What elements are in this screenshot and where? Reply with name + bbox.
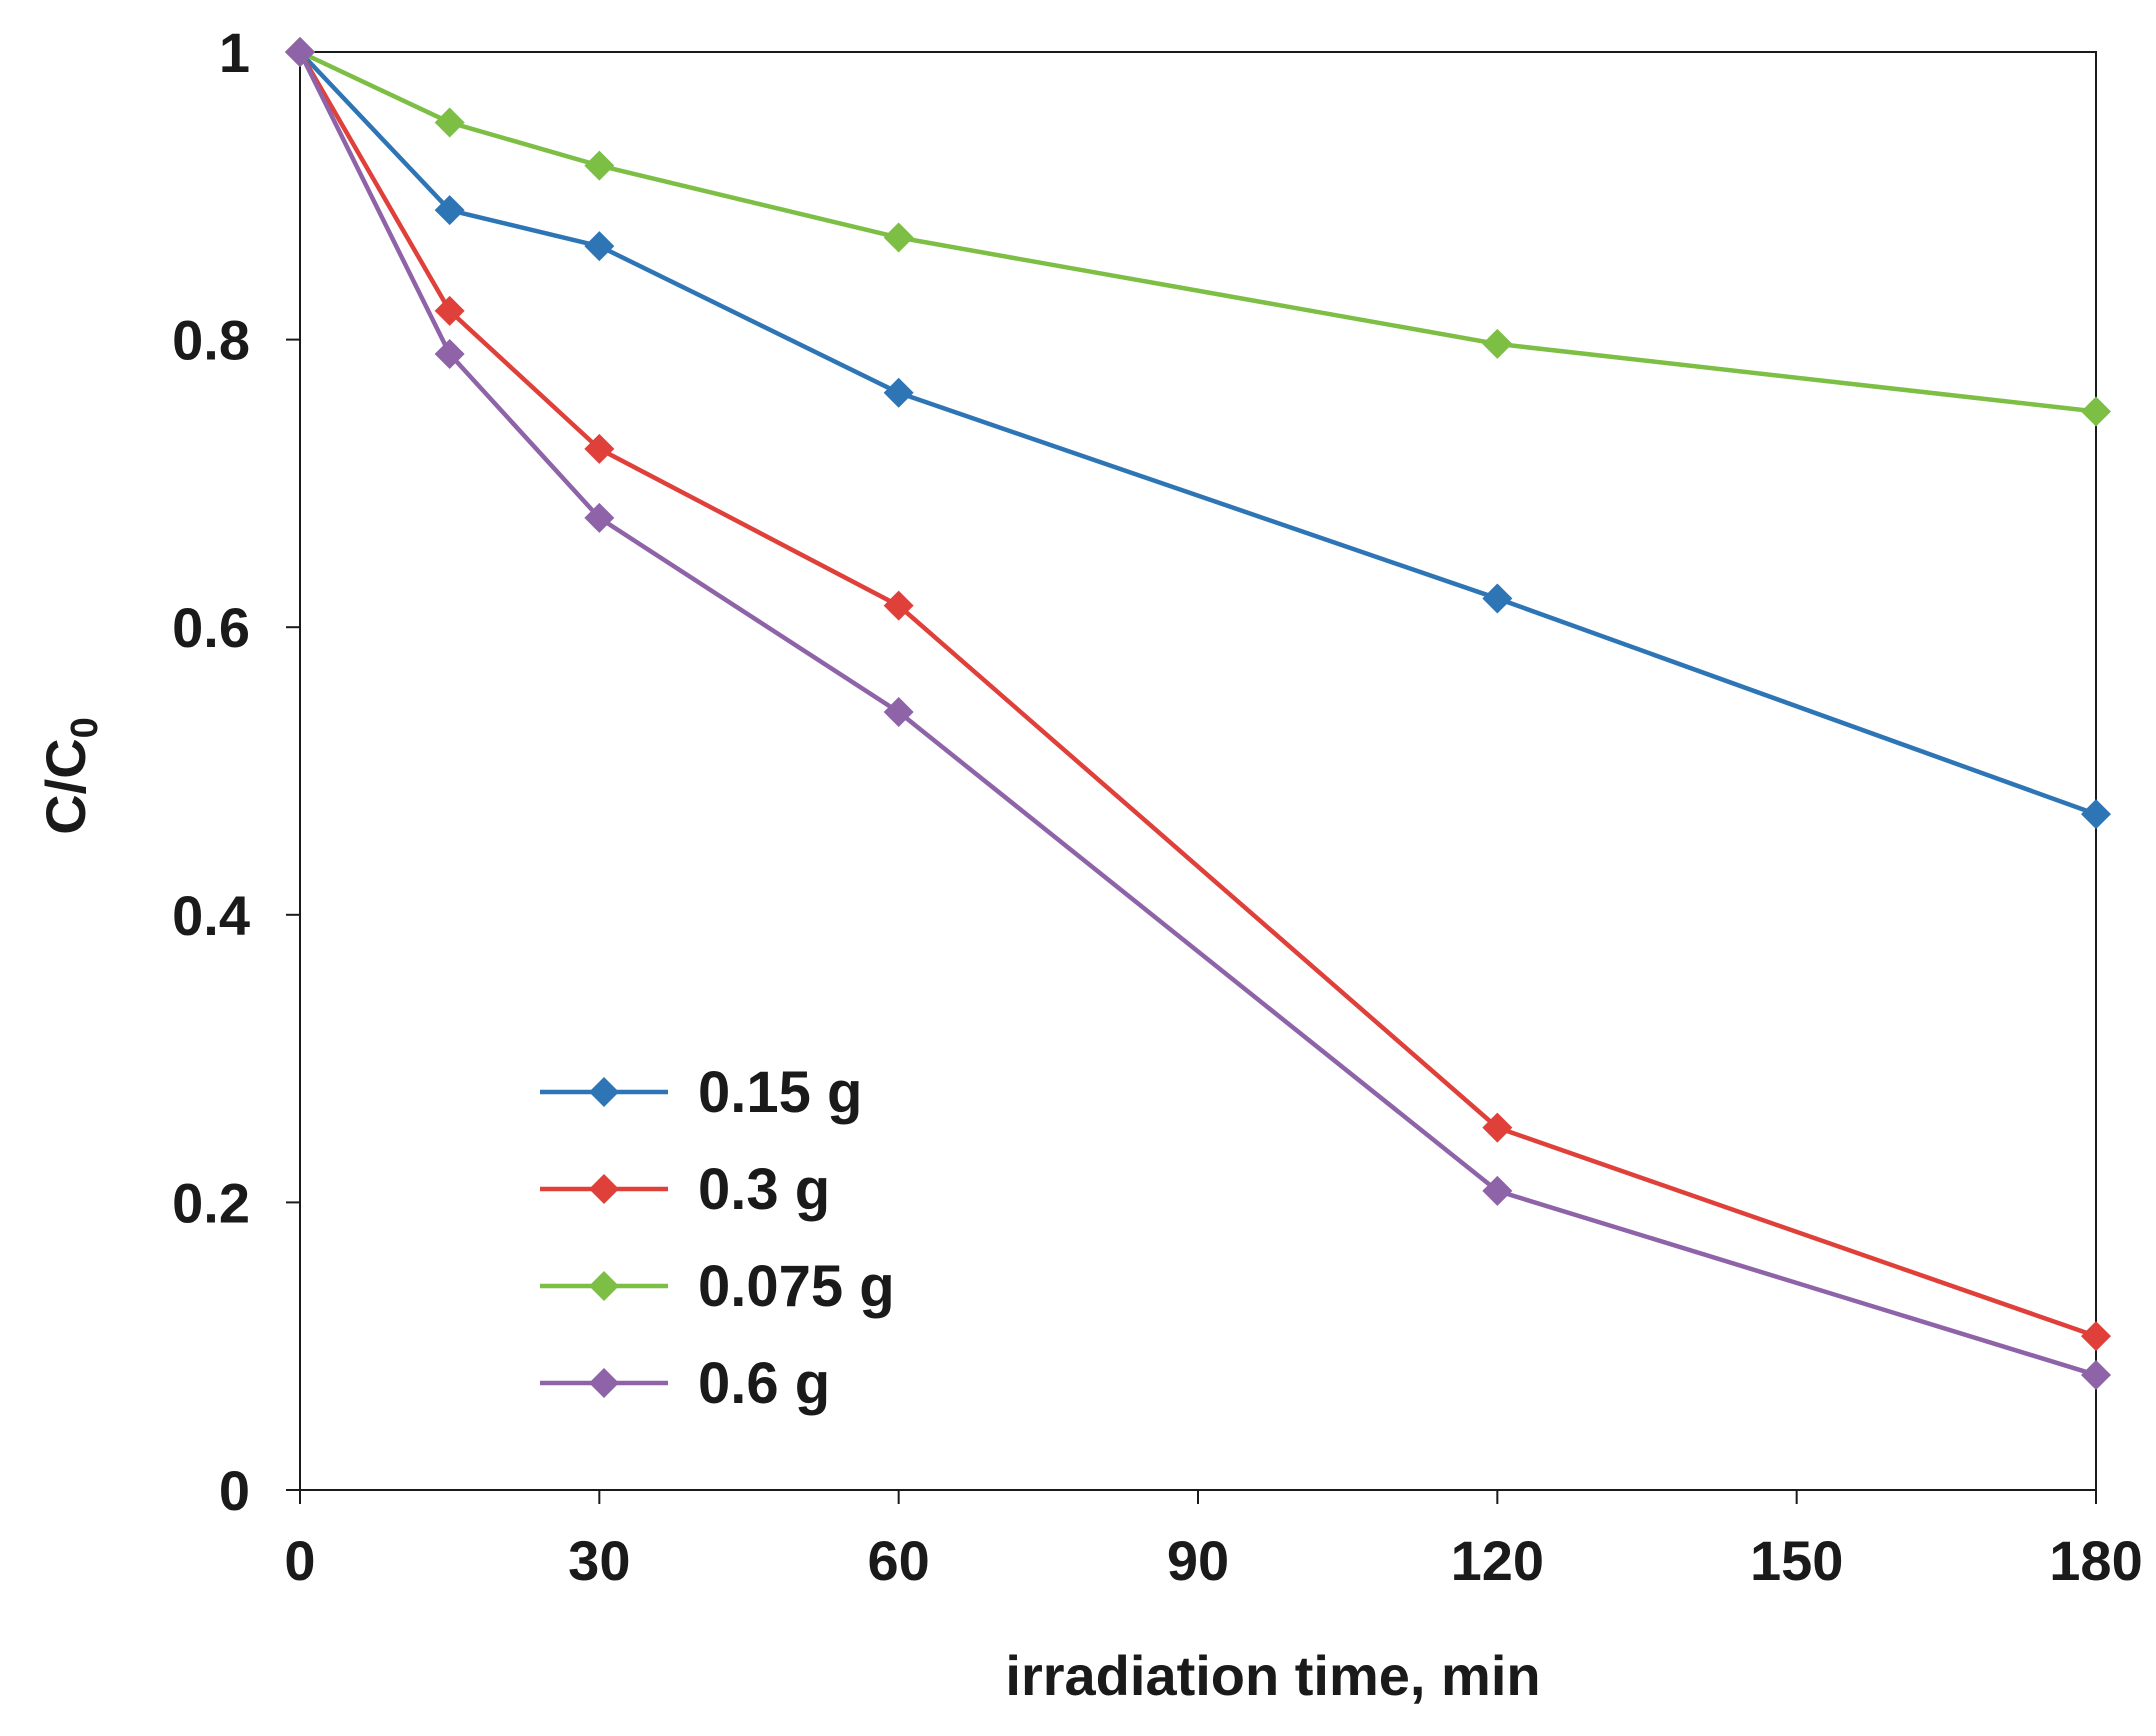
data-point: [883, 377, 914, 408]
data-point: [883, 590, 914, 621]
y-tick-label: 1: [219, 21, 250, 84]
legend-marker: [589, 1368, 619, 1398]
x-tick-label: 120: [1451, 1529, 1544, 1592]
data-point: [434, 295, 465, 326]
legend-item: 0.15 g: [540, 1060, 862, 1125]
data-point: [1482, 1112, 1513, 1143]
data-point: [434, 195, 465, 226]
legend-label: 0.3 g: [698, 1157, 830, 1222]
data-point: [1482, 1175, 1513, 1206]
series-line: [298, 50, 2097, 817]
legend-marker: [589, 1077, 619, 1107]
y-tick-label: 0.2: [172, 1171, 250, 1234]
plot-frame: [299, 51, 2097, 1491]
y-axis-title-main: C/C: [34, 738, 97, 834]
data-point: [2081, 799, 2111, 830]
data-point: [434, 107, 465, 138]
legend-item: 0.075 g: [540, 1254, 895, 1319]
data-point: [584, 502, 615, 533]
data-point: [1482, 583, 1513, 614]
y-axis: 0 0.2 0.4 0.6 0.8 1: [172, 21, 300, 1522]
legend-label: 0.6 g: [698, 1351, 830, 1416]
series-layer: [285, 37, 2111, 1390]
series-line: [297, 51, 2097, 1378]
x-tick-label: 90: [1167, 1529, 1229, 1592]
series-0-15-g: [285, 37, 2111, 830]
data-point: [1482, 328, 1513, 359]
x-axis-title: irradiation time, min: [1005, 1644, 1540, 1707]
data-point: [434, 338, 465, 369]
x-tick-label: 150: [1750, 1529, 1843, 1592]
data-point: [2081, 396, 2111, 427]
data-point: [285, 37, 315, 67]
x-tick-label: 0: [284, 1529, 315, 1592]
legend-label: 0.15 g: [698, 1060, 862, 1125]
data-point: [584, 231, 615, 262]
y-tick-label: 0.8: [172, 309, 250, 372]
y-axis-title: C/C0: [34, 717, 106, 835]
y-tick-label: 0.6: [172, 596, 250, 659]
legend-marker: [589, 1271, 619, 1301]
series-0-075-g: [285, 37, 2111, 427]
y-tick-label: 0: [219, 1459, 250, 1522]
y-tick-label: 0.4: [172, 884, 250, 947]
series-line: [298, 50, 2097, 1339]
data-point: [584, 433, 615, 464]
legend: 0.15 g 0.3 g 0.075 g 0.6 g: [540, 1060, 895, 1416]
x-tick-label: 30: [568, 1529, 630, 1592]
legend-item: 0.6 g: [540, 1351, 830, 1416]
data-point: [2081, 1359, 2111, 1390]
x-tick-label: 60: [868, 1529, 930, 1592]
legend-marker: [589, 1174, 619, 1204]
series-0-6-g: [285, 37, 2111, 1390]
x-axis: 0 30 60 90 120 150 180: [284, 1490, 2143, 1592]
data-point: [2081, 1321, 2111, 1352]
data-point: [883, 222, 914, 253]
legend-label: 0.075 g: [698, 1254, 895, 1319]
legend-item: 0.3 g: [540, 1157, 830, 1222]
x-tick-label: 180: [2049, 1529, 2142, 1592]
series-line: [299, 49, 2097, 414]
data-point: [883, 697, 914, 728]
data-point: [584, 150, 615, 181]
y-axis-title-subscript: 0: [64, 717, 106, 738]
